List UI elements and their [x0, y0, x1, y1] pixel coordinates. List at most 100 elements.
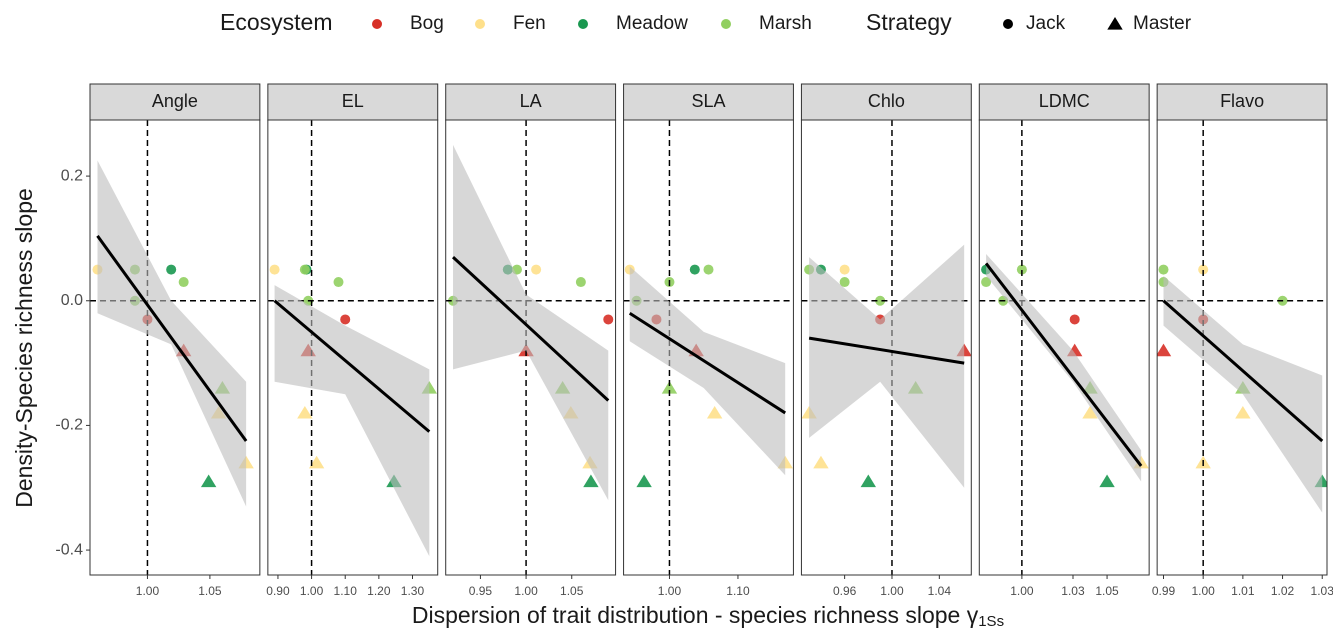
- point: [860, 474, 877, 488]
- fit-line: [628, 311, 787, 415]
- fit-line: [452, 256, 610, 402]
- legend-label: Fen: [513, 13, 546, 34]
- point: [166, 264, 177, 275]
- x-tick-label: 1.00: [1010, 584, 1034, 598]
- x-tick-label: 1.02: [1271, 584, 1295, 598]
- legend-label: Master: [1133, 13, 1192, 34]
- legend-label: Jack: [1026, 13, 1066, 34]
- fit-line: [96, 235, 248, 442]
- legend-swatch: [721, 19, 731, 29]
- panel: [801, 120, 972, 575]
- x-tick-label: 1.00: [136, 584, 160, 598]
- panel-border: [445, 119, 617, 576]
- point: [661, 381, 678, 394]
- point: [1082, 405, 1098, 419]
- strip-label: SLA: [691, 91, 725, 111]
- strip: [800, 83, 972, 121]
- legend-swatch: [1107, 17, 1123, 30]
- strip: [445, 83, 617, 121]
- y-tick-label: 0.2: [61, 167, 83, 184]
- point: [813, 455, 829, 469]
- point: [340, 314, 351, 325]
- strip-label: Chlo: [868, 91, 905, 111]
- fit-line: [1162, 299, 1324, 443]
- strip-label: Flavo: [1220, 91, 1264, 111]
- x-axis-label-main: Dispersion of trait distribution - speci…: [412, 602, 979, 628]
- y-axis-label: Density-Species richness slope: [11, 188, 37, 508]
- x-tick-label: 1.05: [560, 584, 584, 598]
- strip: [89, 83, 261, 121]
- x-tick-label: 1.00: [880, 584, 904, 598]
- x-tick-label: 1.05: [198, 584, 222, 598]
- x-tick-label: 1.03: [1311, 584, 1333, 598]
- x-tick-label: 0.90: [266, 584, 290, 598]
- point: [308, 455, 325, 469]
- x-tick-label: 1.10: [726, 584, 750, 598]
- x-tick-label: 1.20: [367, 584, 391, 598]
- strip-label: LA: [520, 91, 542, 111]
- point: [200, 474, 217, 488]
- y-tick-label: -0.2: [55, 417, 83, 434]
- x-tick-label: 1.04: [928, 584, 952, 598]
- confidence-band: [97, 160, 247, 507]
- point: [839, 277, 850, 288]
- panel: [445, 120, 616, 575]
- point: [839, 264, 850, 275]
- confidence-band: [809, 244, 965, 488]
- x-tick-label: 1.05: [1095, 584, 1119, 598]
- x-tick-label: 0.99: [1152, 584, 1176, 598]
- legend-label: Bog: [410, 13, 444, 34]
- x-tick-label: 1.03: [1061, 584, 1085, 598]
- point: [1198, 264, 1209, 275]
- legend-label: Meadow: [616, 13, 688, 34]
- panel: [1157, 120, 1327, 575]
- panel-border: [978, 119, 1150, 576]
- x-axis-label: Dispersion of trait distribution - speci…: [412, 602, 1004, 630]
- point: [1158, 264, 1169, 275]
- legend-title: Strategy: [866, 9, 952, 35]
- x-tick-label: 1.10: [334, 584, 358, 598]
- panel: [267, 120, 438, 575]
- point: [1157, 343, 1172, 357]
- confidence-band: [1163, 275, 1323, 513]
- strip-label: LDMC: [1039, 91, 1090, 111]
- point: [703, 264, 714, 275]
- panel-border: [800, 119, 972, 576]
- x-tick-label: 1.00: [1191, 584, 1215, 598]
- point: [1235, 405, 1251, 419]
- x-tick-label: 1.30: [401, 584, 425, 598]
- strip: [1156, 83, 1328, 121]
- panel-border: [623, 119, 794, 576]
- point: [269, 264, 280, 275]
- strip: [978, 83, 1150, 121]
- fit-line: [984, 262, 1143, 467]
- strip: [623, 83, 794, 121]
- legend-swatch: [372, 19, 382, 29]
- fit-line: [273, 299, 431, 433]
- x-tick-label: 0.95: [469, 584, 493, 598]
- x-tick-label: 1.01: [1231, 584, 1255, 598]
- legend-swatch: [1003, 19, 1013, 29]
- point: [531, 264, 542, 275]
- legend-swatch: [475, 19, 485, 29]
- point: [636, 474, 652, 488]
- point: [1016, 264, 1027, 275]
- x-tick-label: 1.00: [658, 584, 682, 598]
- point: [333, 277, 344, 288]
- point: [875, 295, 886, 306]
- point: [689, 264, 700, 275]
- legend-label: Marsh: [759, 13, 812, 34]
- panel-border: [89, 119, 261, 576]
- point: [178, 277, 189, 288]
- point: [299, 264, 310, 275]
- confidence-band: [274, 285, 430, 557]
- strip-label: EL: [342, 91, 364, 111]
- y-tick-label: -0.4: [55, 541, 83, 558]
- fit-line: [808, 336, 965, 365]
- point: [583, 474, 599, 488]
- x-tick-label: 0.96: [833, 584, 857, 598]
- point: [575, 277, 586, 288]
- point: [297, 405, 313, 419]
- x-axis-label-sub: 1Ss: [978, 613, 1004, 630]
